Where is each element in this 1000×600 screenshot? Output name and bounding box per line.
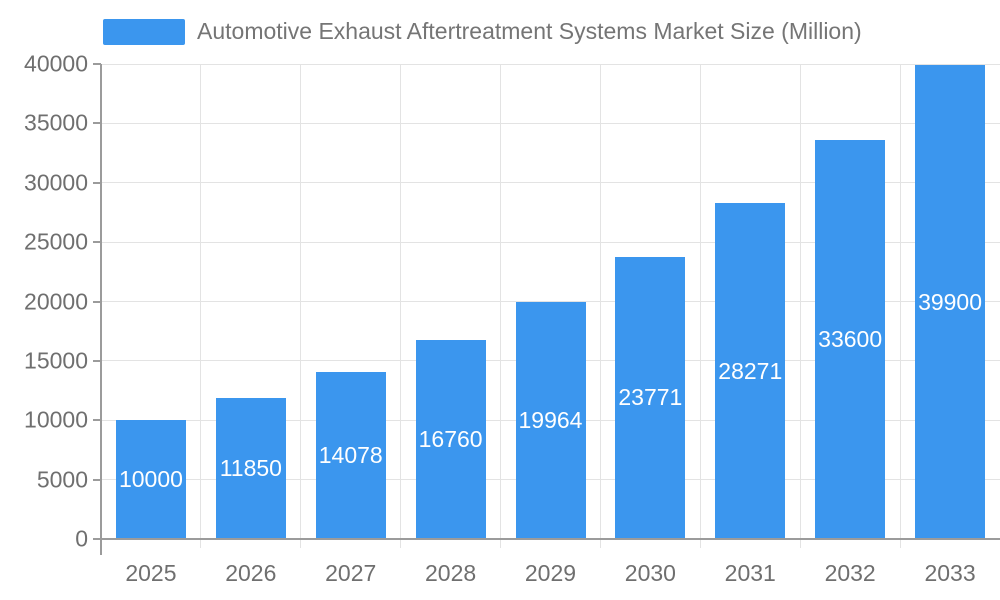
x-gridline bbox=[899, 64, 901, 539]
y-axis-tick bbox=[93, 241, 101, 244]
x-gridline bbox=[500, 64, 502, 539]
y-axis-tick-label: 20000 bbox=[24, 288, 88, 314]
y-axis-tick-label: 40000 bbox=[24, 50, 88, 77]
bar[interactable]: 39900 bbox=[915, 65, 986, 539]
x-gridline bbox=[799, 64, 801, 539]
x-axis-tick-label: 2028 bbox=[425, 560, 477, 586]
x-gridline bbox=[200, 64, 202, 539]
bar[interactable]: 19964 bbox=[515, 301, 586, 539]
y-axis-tick-label: 35000 bbox=[24, 109, 88, 136]
bar-value-label: 39900 bbox=[918, 288, 983, 315]
y-axis-line bbox=[100, 64, 102, 555]
x-axis-line bbox=[100, 538, 1000, 540]
y-axis-tick-label: 0 bbox=[75, 525, 88, 552]
legend-swatch-icon bbox=[103, 18, 185, 45]
y-gridline bbox=[101, 63, 1000, 65]
y-axis-tick bbox=[93, 63, 101, 65]
y-gridline bbox=[101, 301, 1000, 302]
bar-value-label: 11850 bbox=[219, 455, 282, 482]
legend-label: Automotive Exhaust Aftertreatment System… bbox=[197, 18, 862, 44]
x-gridline bbox=[300, 64, 302, 539]
x-axis-tick-label: 2025 bbox=[125, 560, 177, 586]
bar[interactable]: 33600 bbox=[815, 140, 886, 539]
x-axis-tick-label: 2026 bbox=[225, 560, 277, 586]
x-gridline bbox=[599, 64, 601, 539]
y-axis-tick bbox=[93, 181, 101, 184]
y-axis-tick-label: 10000 bbox=[24, 406, 88, 433]
bar[interactable]: 28271 bbox=[715, 203, 786, 539]
bar[interactable]: 11850 bbox=[215, 398, 286, 539]
bar[interactable]: 23771 bbox=[615, 256, 686, 539]
y-axis-tick bbox=[93, 300, 101, 303]
y-gridline bbox=[101, 182, 1000, 184]
y-axis-tick bbox=[93, 478, 101, 481]
x-gridline bbox=[699, 64, 701, 539]
bar[interactable]: 16760 bbox=[415, 339, 486, 539]
bar[interactable]: 10000 bbox=[115, 420, 186, 539]
bar-value-label: 19964 bbox=[518, 406, 583, 433]
x-axis-tick bbox=[899, 539, 901, 548]
x-axis-tick-label: 2031 bbox=[724, 560, 776, 586]
x-axis-tick bbox=[500, 539, 502, 548]
x-axis-tick bbox=[400, 539, 402, 548]
bar-value-label: 16760 bbox=[418, 425, 483, 452]
legend-item[interactable]: Automotive Exhaust Aftertreatment System… bbox=[103, 18, 862, 45]
x-axis-tick-label: 2030 bbox=[624, 560, 676, 586]
bar-value-label: 14078 bbox=[318, 441, 383, 468]
x-axis-tick bbox=[300, 539, 302, 548]
x-axis-tick-label: 2033 bbox=[924, 560, 976, 586]
y-axis-tick bbox=[93, 359, 101, 362]
x-axis-tick bbox=[699, 539, 701, 548]
x-axis-tick-label: 2032 bbox=[824, 560, 876, 586]
x-axis-tick-label: 2029 bbox=[524, 560, 577, 586]
y-axis-tick-label: 5000 bbox=[36, 466, 88, 493]
y-axis-tick-label: 30000 bbox=[24, 169, 88, 196]
y-axis-tick bbox=[93, 122, 101, 125]
bar-value-label: 23771 bbox=[618, 384, 683, 411]
x-axis-tick bbox=[799, 539, 801, 548]
x-axis-tick bbox=[599, 539, 601, 548]
bar-value-label: 28271 bbox=[718, 357, 783, 384]
bar-value-label: 33600 bbox=[818, 326, 883, 352]
x-axis-tick-label: 2027 bbox=[325, 560, 377, 586]
y-gridline bbox=[101, 241, 1000, 243]
y-axis-tick-label: 15000 bbox=[24, 347, 88, 374]
x-gridline bbox=[400, 64, 402, 539]
y-axis-tick bbox=[93, 538, 101, 540]
x-axis-tick bbox=[200, 539, 202, 548]
y-gridline bbox=[101, 122, 1000, 124]
bar-value-label: 10000 bbox=[118, 466, 183, 493]
y-axis-tick bbox=[93, 419, 101, 422]
y-axis-tick-label: 25000 bbox=[24, 228, 88, 255]
bar[interactable]: 14078 bbox=[315, 371, 386, 539]
